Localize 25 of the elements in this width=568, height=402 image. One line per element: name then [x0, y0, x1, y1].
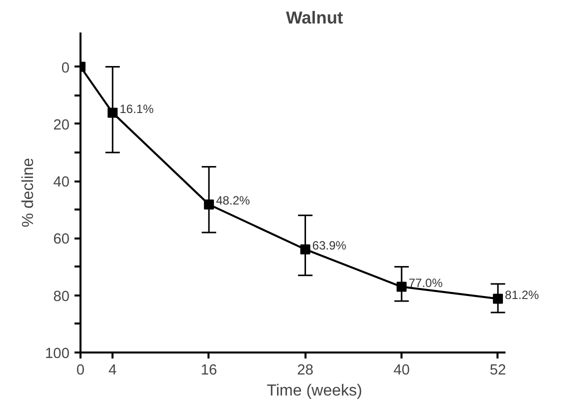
data-label: 81.2%	[504, 288, 540, 302]
y-tick-label: 0	[61, 60, 70, 76]
data-label: 48.2%	[216, 194, 250, 208]
chart-title: Walnut	[286, 8, 344, 28]
x-axis-title: Time (weeks)	[266, 382, 362, 400]
x-tick-label: 52	[490, 362, 506, 378]
point	[108, 108, 118, 118]
point	[204, 200, 214, 210]
x-tick-label: 4	[108, 362, 117, 378]
point	[396, 282, 407, 292]
y-tick-label: 20	[53, 117, 70, 134]
point	[300, 244, 310, 254]
y-tick-label: 80	[53, 288, 70, 305]
x-tick-label: 40	[393, 362, 410, 378]
data-label: 16.1%	[120, 102, 154, 116]
data-label: 77.0%	[408, 276, 443, 290]
y-tick-label: 40	[53, 174, 70, 191]
x-tick-label: 28	[297, 362, 314, 378]
point	[492, 294, 503, 304]
y-tick-label: 60	[53, 232, 70, 248]
x-tick-label: 16	[200, 362, 218, 378]
y-axis-title: % decline	[20, 158, 38, 228]
y-tick-label: 100	[45, 346, 70, 362]
data-label: 63.9%	[312, 238, 347, 252]
x-tick-label: 0	[76, 362, 85, 378]
